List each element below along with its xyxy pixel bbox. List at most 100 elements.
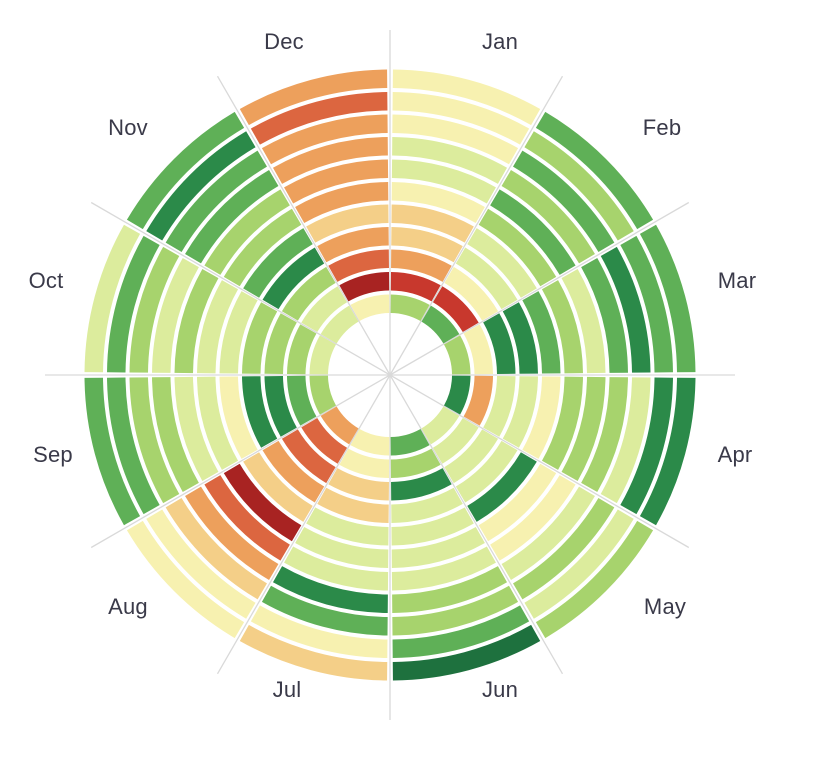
heatmap-cell-nov-r6[interactable] (223, 208, 302, 287)
heatmap-cell-jan-r6[interactable] (391, 182, 485, 224)
heatmap-cell-nov-r2[interactable] (301, 286, 348, 333)
heatmap-cell-jul-r9[interactable] (261, 585, 388, 636)
heatmap-cell-apr-r7[interactable] (561, 376, 606, 481)
heatmap-cell-may-r2[interactable] (432, 417, 479, 464)
heatmap-cell-jun-r2[interactable] (390, 448, 441, 478)
heatmap-cell-jul-r4[interactable] (317, 487, 389, 523)
heatmap-cell-jul-r1[interactable] (350, 428, 390, 456)
heatmap-cell-nov-r5[interactable] (243, 228, 313, 298)
heatmap-cell-nov-r3[interactable] (281, 266, 336, 321)
heatmap-cell-apr-r9[interactable] (600, 377, 651, 504)
heatmap-cell-mar-r9[interactable] (600, 246, 651, 373)
heatmap-cell-jun-r11[interactable] (392, 624, 541, 681)
heatmap-cell-feb-r6[interactable] (478, 208, 557, 287)
heatmap-cell-jul-r5[interactable] (306, 507, 389, 546)
heatmap-cell-jul-r6[interactable] (295, 526, 389, 568)
heatmap-cell-aug-r2[interactable] (301, 417, 348, 464)
heatmap-cell-aug-r4[interactable] (262, 440, 325, 503)
heatmap-cell-sep-r10[interactable] (107, 377, 160, 515)
heatmap-cell-oct-r11[interactable] (84, 224, 141, 373)
heatmap-cell-jan-r8[interactable] (392, 137, 508, 184)
heatmap-cell-jan-r1[interactable] (390, 294, 430, 322)
heatmap-cell-apr-r8[interactable] (581, 377, 628, 493)
heatmap-cell-mar-r10[interactable] (620, 235, 673, 373)
heatmap-cell-mar-r2[interactable] (463, 324, 493, 375)
heatmap-cell-feb-r4[interactable] (455, 247, 518, 310)
heatmap-cell-feb-r3[interactable] (444, 266, 499, 321)
heatmap-cell-jan-r5[interactable] (391, 204, 474, 243)
heatmap-cell-jun-r5[interactable] (391, 507, 474, 546)
heatmap-cell-aug-r8[interactable] (185, 486, 279, 580)
heatmap-cell-sep-r3[interactable] (264, 376, 297, 437)
heatmap-cell-feb-r7[interactable] (490, 189, 576, 275)
heatmap-cell-aug-r9[interactable] (165, 498, 267, 600)
heatmap-cell-dec-r7[interactable] (284, 159, 389, 204)
heatmap-cell-jul-r10[interactable] (250, 605, 388, 658)
heatmap-cell-mar-r6[interactable] (541, 280, 583, 374)
heatmap-cell-may-r9[interactable] (513, 498, 615, 600)
heatmap-cell-jul-r3[interactable] (328, 468, 389, 501)
heatmap-cell-apr-r3[interactable] (483, 376, 516, 437)
heatmap-cell-jan-r4[interactable] (391, 227, 463, 263)
heatmap-cell-mar-r7[interactable] (561, 269, 606, 374)
heatmap-cell-may-r7[interactable] (490, 475, 576, 561)
heatmap-cell-oct-r4[interactable] (242, 302, 278, 374)
heatmap-cell-oct-r7[interactable] (174, 269, 219, 374)
heatmap-cell-sep-r6[interactable] (197, 376, 239, 470)
heatmap-cell-nov-r11[interactable] (126, 111, 245, 230)
heatmap-cell-jan-r9[interactable] (392, 114, 519, 165)
heatmap-cell-oct-r8[interactable] (152, 257, 199, 373)
heatmap-cell-apr-r4[interactable] (502, 376, 538, 448)
heatmap-cell-aug-r3[interactable] (281, 429, 336, 484)
heatmap-cell-oct-r1[interactable] (309, 335, 337, 375)
heatmap-cell-jun-r3[interactable] (391, 468, 452, 501)
heatmap-cell-jan-r3[interactable] (391, 249, 452, 282)
heatmap-cell-dec-r4[interactable] (317, 227, 389, 263)
heatmap-cell-jun-r8[interactable] (392, 566, 508, 613)
heatmap-cell-aug-r5[interactable] (243, 452, 313, 522)
heatmap-cell-may-r8[interactable] (501, 486, 595, 580)
heatmap-cell-may-r4[interactable] (455, 440, 518, 503)
heatmap-cell-feb-r11[interactable] (535, 111, 654, 230)
heatmap-cell-may-r3[interactable] (444, 429, 499, 484)
heatmap-cell-feb-r1[interactable] (421, 305, 460, 344)
heatmap-cell-oct-r2[interactable] (287, 324, 317, 375)
heatmap-cell-dec-r10[interactable] (250, 92, 388, 145)
heatmap-cell-sep-r5[interactable] (219, 376, 258, 459)
heatmap-cell-nov-r1[interactable] (320, 305, 359, 344)
heatmap-cell-jul-r7[interactable] (284, 546, 389, 591)
heatmap-cell-aug-r11[interactable] (126, 520, 245, 639)
heatmap-cell-dec-r2[interactable] (339, 272, 390, 302)
heatmap-cell-dec-r9[interactable] (261, 114, 388, 165)
heatmap-cell-sep-r8[interactable] (152, 377, 199, 493)
heatmap-cell-sep-r2[interactable] (287, 375, 317, 426)
heatmap-cell-jun-r7[interactable] (391, 546, 496, 591)
heatmap-cell-may-r11[interactable] (535, 520, 654, 639)
heatmap-cell-apr-r5[interactable] (522, 376, 561, 459)
heatmap-cell-jan-r10[interactable] (392, 92, 530, 145)
heatmap-cell-aug-r1[interactable] (320, 406, 359, 445)
heatmap-cell-jun-r4[interactable] (391, 487, 463, 523)
heatmap-cell-jul-r11[interactable] (239, 624, 388, 681)
heatmap-cell-mar-r8[interactable] (581, 257, 628, 373)
heatmap-cell-jul-r8[interactable] (272, 566, 388, 613)
heatmap-cell-feb-r2[interactable] (432, 286, 479, 333)
heatmap-cell-jun-r6[interactable] (391, 526, 485, 568)
heatmap-cell-nov-r9[interactable] (165, 150, 267, 252)
heatmap-cell-oct-r6[interactable] (197, 280, 239, 374)
heatmap-cell-jun-r9[interactable] (392, 585, 519, 636)
heatmap-cell-jan-r11[interactable] (392, 69, 541, 126)
heatmap-cell-apr-r10[interactable] (620, 377, 673, 515)
heatmap-cell-may-r5[interactable] (467, 452, 537, 522)
heatmap-cell-oct-r10[interactable] (107, 235, 160, 373)
heatmap-cell-may-r1[interactable] (421, 406, 460, 445)
heatmap-cell-jan-r7[interactable] (391, 159, 496, 204)
heatmap-cell-feb-r5[interactable] (467, 228, 537, 298)
heatmap-cell-sep-r11[interactable] (84, 377, 141, 526)
heatmap-cell-nov-r7[interactable] (204, 189, 290, 275)
heatmap-cell-jun-r1[interactable] (390, 428, 430, 456)
heatmap-cell-jun-r10[interactable] (392, 605, 530, 658)
heatmap-cell-oct-r9[interactable] (129, 246, 180, 373)
heatmap-cell-jul-r2[interactable] (339, 448, 390, 478)
heatmap-cell-mar-r1[interactable] (443, 335, 471, 375)
